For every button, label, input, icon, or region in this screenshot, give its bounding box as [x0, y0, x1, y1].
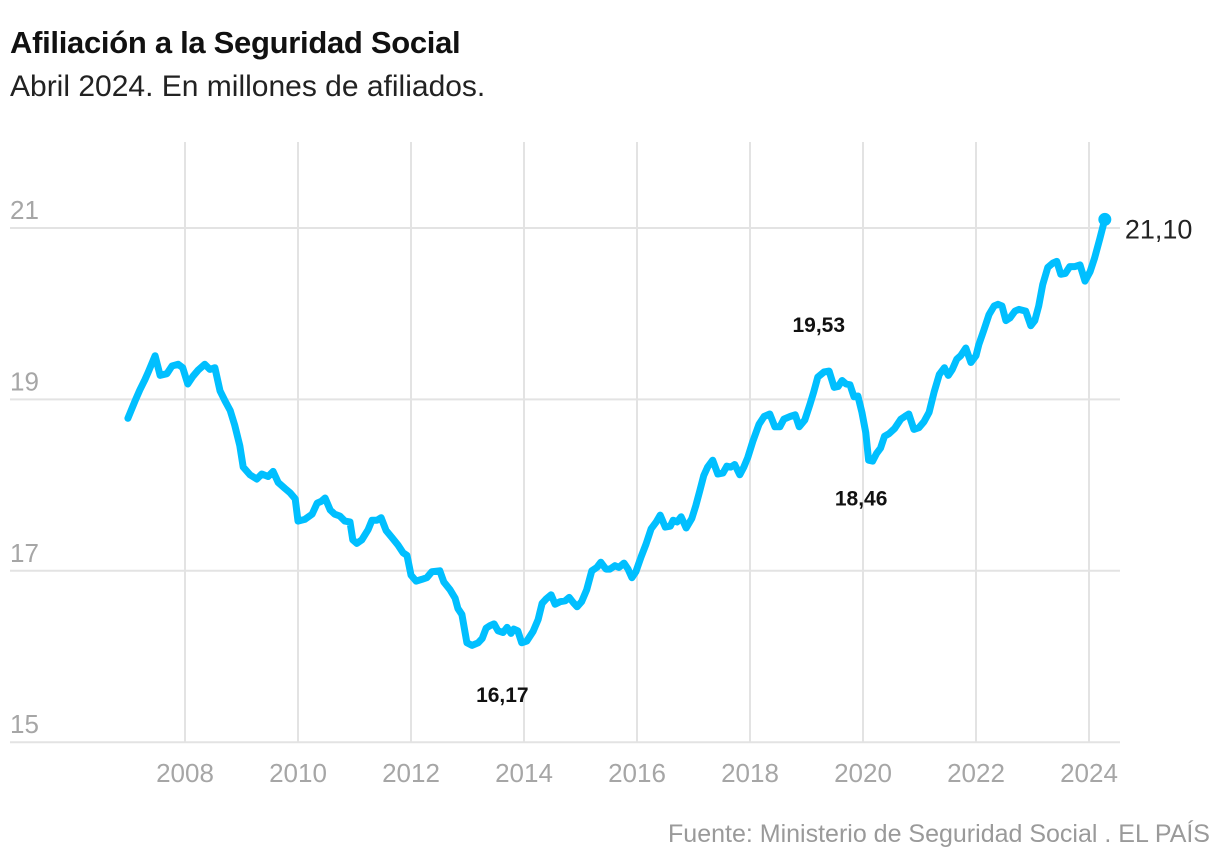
- source-note: Fuente: Ministerio de Seguridad Social .…: [668, 820, 1210, 848]
- y-tick-label: 15: [10, 709, 39, 739]
- x-tick-label: 2018: [721, 758, 779, 788]
- horizontal-gridlines: [10, 227, 1120, 744]
- chart-title: Afiliación a la Seguridad Social: [10, 25, 461, 60]
- annotation-label: 18,46: [835, 488, 888, 511]
- x-tick-label: 2024: [1060, 758, 1118, 788]
- end-value-label: 21,10: [1125, 214, 1193, 244]
- x-tick-label: 2012: [382, 758, 440, 788]
- vertical-gridlines: [184, 142, 1090, 743]
- x-tick-label: 2010: [269, 758, 327, 788]
- x-tick-label: 2020: [834, 758, 892, 788]
- x-tick-label: 2008: [156, 758, 214, 788]
- series-line: [124, 215, 1109, 649]
- y-axis-ticks: 15 17 19 21: [10, 195, 39, 739]
- y-tick-label: 19: [10, 366, 39, 396]
- chart-subtitle: Abril 2024. En millones de afiliados.: [10, 70, 486, 103]
- y-tick-label: 17: [10, 538, 39, 568]
- annotation-label: 16,17: [476, 684, 529, 707]
- y-tick-label: 21: [10, 195, 39, 225]
- x-tick-label: 2014: [495, 758, 553, 788]
- annotations: 19,53 18,46 16,17: [476, 314, 887, 707]
- end-point-marker: [1098, 212, 1112, 226]
- x-tick-label: 2016: [608, 758, 666, 788]
- x-tick-label: 2022: [947, 758, 1005, 788]
- annotation-label: 19,53: [792, 314, 845, 337]
- x-axis-ticks: 2008 2010 2012 2014 2016 2018 2020 2022 2024: [156, 758, 1118, 788]
